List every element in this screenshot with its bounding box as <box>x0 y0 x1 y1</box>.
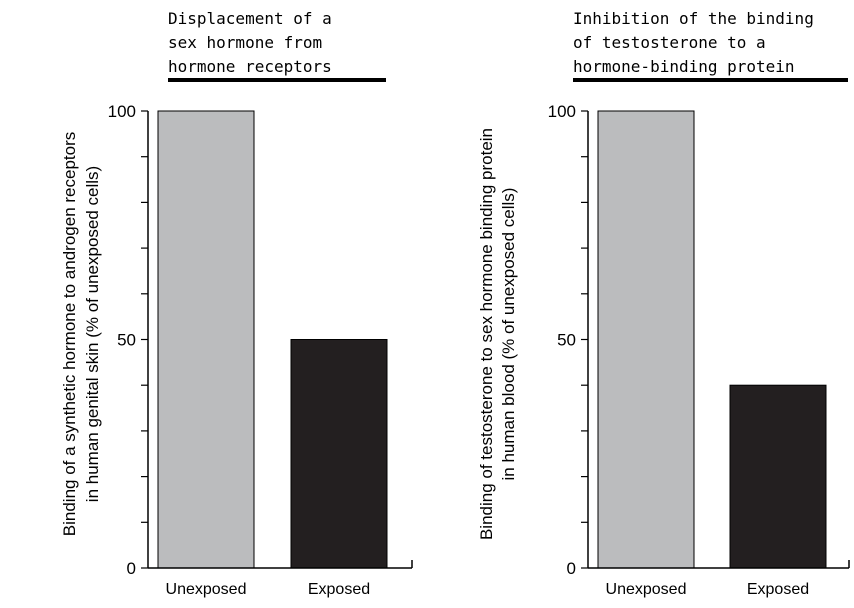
bar-exposed <box>730 385 826 568</box>
y-tick-label: 100 <box>548 102 576 121</box>
chart-panel-displacement: Displacement of a sex hormone from hormone… <box>60 9 412 598</box>
y-tick-label: 0 <box>127 559 136 578</box>
y-tick-label: 0 <box>567 559 576 578</box>
chart-title-line-1: Displacement of a <box>168 9 332 28</box>
bar-unexposed <box>598 111 694 568</box>
chart-title-line-3: hormone receptors <box>168 57 332 76</box>
chart-title-line-1: Inhibition of the binding <box>573 9 814 28</box>
y-axis-label-line-1: Binding of testosterone to sex hormone b… <box>477 128 496 540</box>
y-axis-label-line-1: Binding of a synthetic hormone to androg… <box>60 132 79 536</box>
chart-title-line-2: sex hormone from <box>168 33 322 52</box>
bar-exposed <box>291 340 387 569</box>
x-category-label-exposed: Exposed <box>308 581 370 598</box>
chart-title-line-3: hormone-binding protein <box>573 57 795 76</box>
y-tick-label: 50 <box>557 331 576 350</box>
x-category-label-unexposed: Unexposed <box>606 581 687 598</box>
y-tick-label: 50 <box>117 331 136 350</box>
bar-unexposed <box>158 111 254 568</box>
x-category-label-unexposed: Unexposed <box>166 581 247 598</box>
chart-title-line-2: of testosterone to a <box>573 33 766 52</box>
y-axis-label-line-2: in human genital skin (% of unexposed ce… <box>83 166 102 502</box>
x-category-label-exposed: Exposed <box>747 581 809 598</box>
y-axis-label-line-2: in human blood (% of unexposed cells) <box>499 188 518 481</box>
y-tick-label: 100 <box>108 102 136 121</box>
chart-panel-inhibition: Inhibition of the binding of testosterone… <box>477 9 849 598</box>
